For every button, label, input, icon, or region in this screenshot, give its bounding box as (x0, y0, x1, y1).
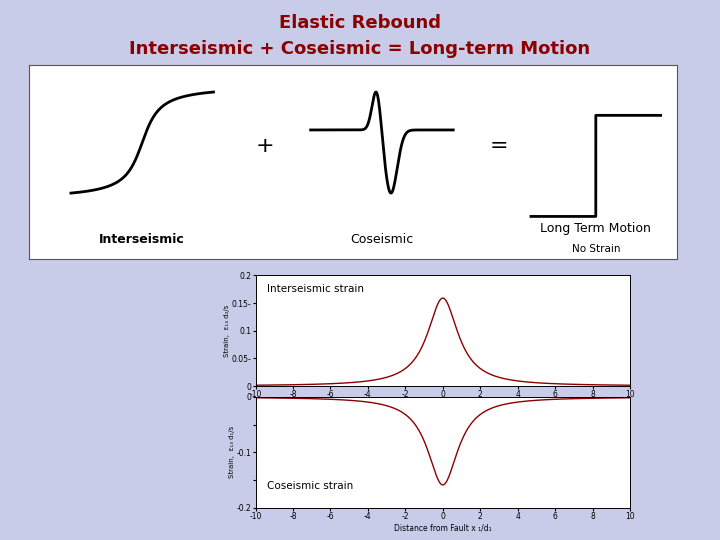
Text: =: = (490, 137, 508, 157)
Text: Interseismic + Coseismic = Long-term Motion: Interseismic + Coseismic = Long-term Mot… (130, 40, 590, 58)
Y-axis label: Strain,  ε₁₃ d₁/s: Strain, ε₁₃ d₁/s (229, 426, 235, 478)
Text: Coseismic: Coseismic (351, 233, 413, 246)
Y-axis label: Strain,  ε₁₃ d₂/s: Strain, ε₁₃ d₂/s (225, 305, 230, 357)
Text: Interseismic: Interseismic (99, 233, 185, 246)
Text: No Strain: No Strain (572, 245, 620, 254)
X-axis label: Distance from Fault x ₁/d₂: Distance from Fault x ₁/d₂ (394, 402, 492, 411)
Text: Interseismic strain: Interseismic strain (267, 284, 364, 294)
Text: Coseismic strain: Coseismic strain (267, 481, 353, 491)
Text: +: + (256, 137, 274, 157)
X-axis label: Distance from Fault x ₁/d₁: Distance from Fault x ₁/d₁ (394, 524, 492, 532)
Text: Elastic Rebound: Elastic Rebound (279, 14, 441, 31)
Text: Long Term Motion: Long Term Motion (541, 221, 651, 234)
